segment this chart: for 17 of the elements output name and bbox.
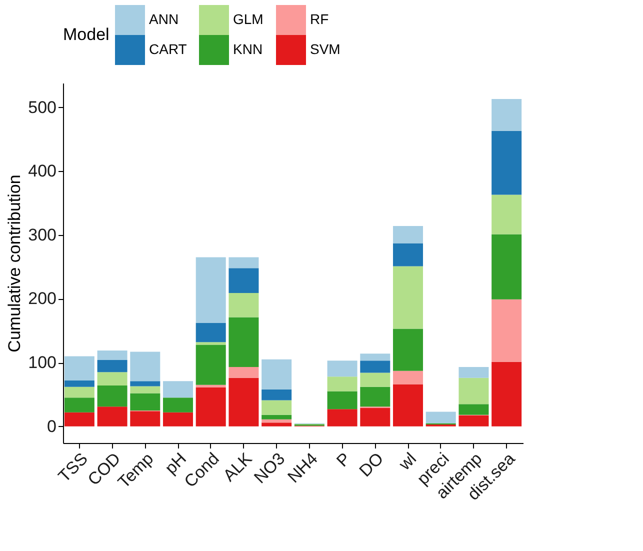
x-tick-label: P	[332, 449, 354, 471]
x-tick-label: wl	[394, 449, 420, 475]
y-tick-label: 100	[28, 353, 56, 372]
x-tick-label: DO	[356, 449, 388, 481]
y-axis-title: Cumulative contribution	[5, 174, 24, 352]
y-tick-label: 400	[28, 162, 56, 181]
y-tick-label: 500	[28, 98, 56, 117]
legend-label: RF	[310, 11, 329, 27]
y-tick-label: 0	[47, 416, 56, 436]
legend-label: SVM	[310, 41, 340, 57]
legend-label: ANN	[149, 11, 179, 27]
legend-label: CART	[149, 41, 188, 57]
y-tick-label: 300	[28, 225, 56, 244]
y-tick-label: 200	[28, 289, 56, 308]
legend-label: KNN	[233, 41, 263, 57]
legend-title: Model	[63, 25, 110, 44]
legend-label: GLM	[233, 11, 264, 27]
